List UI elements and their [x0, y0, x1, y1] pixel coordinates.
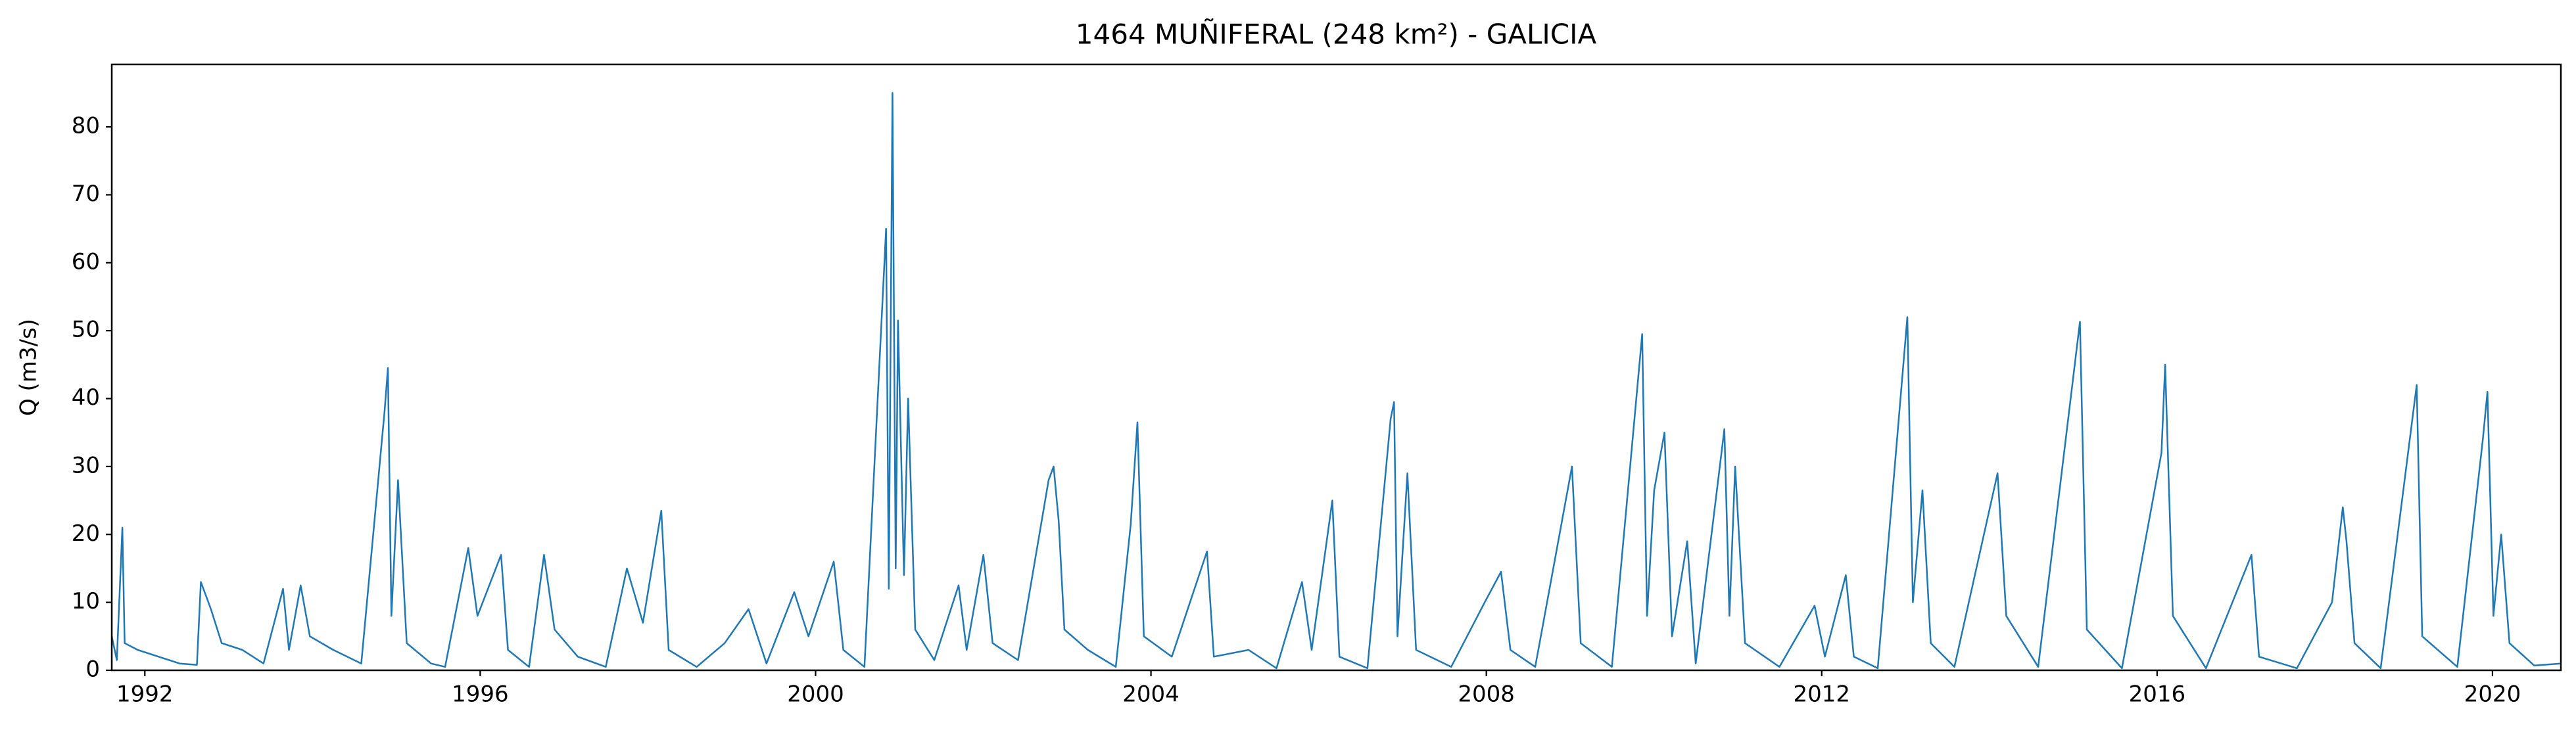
y-tick-label: 60 [72, 248, 100, 275]
y-tick-label: 10 [72, 588, 100, 614]
x-tick-label: 2000 [787, 681, 844, 708]
y-tick-label: 40 [72, 384, 100, 411]
chart-title: 1464 MUÑIFERAL (248 km²) - GALICIA [1076, 18, 1597, 51]
x-tick-label: 1996 [452, 681, 509, 708]
x-tick-label: 2016 [2129, 681, 2186, 708]
x-tick-label: 1992 [116, 681, 174, 708]
y-tick-label: 0 [85, 656, 100, 683]
flow-line [112, 92, 2561, 670]
y-tick-label: 20 [72, 520, 100, 547]
y-tick-label: 50 [72, 317, 100, 343]
y-axis-label: Q (m3/s) [16, 319, 42, 416]
y-tick-label: 70 [72, 181, 100, 207]
x-tick-label: 2012 [1793, 681, 1850, 708]
x-tick-label: 2020 [2464, 681, 2521, 708]
y-tick-label: 80 [72, 113, 100, 139]
plot-frame [110, 63, 2562, 672]
y-tick-label: 30 [72, 452, 100, 478]
x-tick-label: 2004 [1122, 681, 1180, 708]
x-tick-label: 2008 [1458, 681, 1515, 708]
